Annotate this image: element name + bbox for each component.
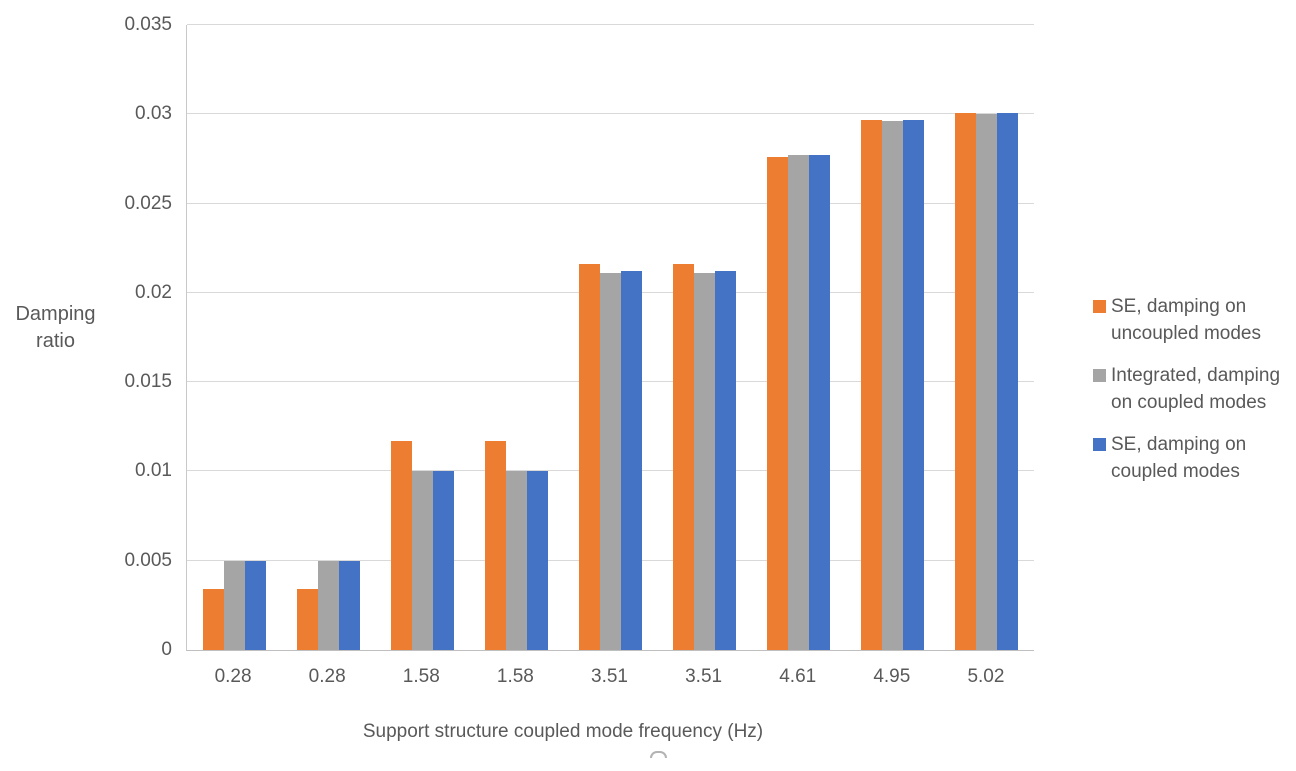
bar-series2-group8 xyxy=(882,121,904,650)
bar-series3-group8 xyxy=(903,119,925,650)
legend-entry-1: SE, damping on uncoupled modes xyxy=(1093,293,1293,347)
bar-group-3.51 xyxy=(658,25,752,650)
y-tick-label: 0 xyxy=(161,639,172,660)
bar-series1-group2 xyxy=(296,589,318,650)
legend-entry-3: SE, damping on coupled modes xyxy=(1093,431,1293,485)
bar-series3-group3 xyxy=(432,471,454,650)
bar-series1-group9 xyxy=(955,112,977,650)
bar-series3-group9 xyxy=(997,112,1019,650)
bar-series1-group4 xyxy=(484,441,506,650)
bar-series2-group2 xyxy=(317,560,339,650)
bar-series3-group5 xyxy=(620,271,642,650)
bar-series1-group8 xyxy=(861,119,883,650)
legend-swatch-icon xyxy=(1093,438,1106,451)
bar-group-0.28 xyxy=(281,25,375,650)
legend-label-line: SE, damping on xyxy=(1111,434,1247,455)
bar-series2-group9 xyxy=(976,114,998,650)
x-tick-label: 1.58 xyxy=(402,666,440,687)
y-tick-label: 0.03 xyxy=(135,103,172,125)
y-axis-title: Damping ratio xyxy=(15,303,96,352)
bar-series1-group6 xyxy=(673,264,695,650)
y-tick-label: 0.01 xyxy=(135,460,172,482)
legend-swatch-icon xyxy=(1093,369,1106,382)
bar-groups xyxy=(187,25,1034,650)
bar-series2-group1 xyxy=(223,560,245,650)
x-tick-label: 4.95 xyxy=(873,666,911,687)
gridline xyxy=(187,202,1034,204)
y-tick-label: 0.015 xyxy=(124,371,172,393)
bar-series1-group3 xyxy=(390,441,412,650)
x-tick-label: 1.58 xyxy=(496,666,534,687)
bar-series2-group4 xyxy=(505,471,527,650)
x-tick-label: 3.51 xyxy=(685,666,723,687)
x-tick-label: 3.51 xyxy=(591,666,628,687)
bar-group-4.95 xyxy=(846,25,940,650)
bar-group-0.28 xyxy=(187,25,281,650)
plot-area xyxy=(186,24,1034,651)
x-axis-ticks: 0.28 0.28 1.58 1.58 3.51 3.51 4.61 4.95 5.02 xyxy=(186,666,1033,688)
bar-group-1.58 xyxy=(469,25,563,650)
legend-entry-2: Integrated, damping on coupled modes xyxy=(1093,362,1293,416)
bar-series1-group1 xyxy=(202,589,224,650)
bar-group-4.61 xyxy=(752,25,846,650)
bar-group-5.02 xyxy=(940,25,1034,650)
bar-series2-group6 xyxy=(694,273,716,650)
x-tick-label: 0.28 xyxy=(308,666,346,687)
bar-series3-group2 xyxy=(338,560,360,650)
gridline xyxy=(187,24,1034,25)
bar-series2-group5 xyxy=(599,273,621,650)
y-tick-label: 0.025 xyxy=(124,192,172,214)
legend-label-line: uncoupled modes xyxy=(1111,323,1261,344)
y-tick-label: 0.02 xyxy=(135,281,172,303)
legend-label-line: Integrated, damping xyxy=(1111,365,1281,386)
bar-series1-group5 xyxy=(578,264,600,650)
x-tick-label: 0.28 xyxy=(214,666,252,687)
bar-series3-group1 xyxy=(244,560,266,650)
y-axis-ticks: 0 0.005 0.01 0.015 0.02 0.025 0.03 0.035 xyxy=(60,14,172,660)
bar-series3-group7 xyxy=(809,155,831,650)
bar-series3-group4 xyxy=(526,471,548,650)
legend-entry-label: SE, damping on coupled modes xyxy=(1111,431,1246,485)
bar-series2-group7 xyxy=(788,155,810,650)
cropped-partial-glyph xyxy=(650,751,667,758)
x-axis-title: Support structure coupled mode frequency… xyxy=(362,721,764,742)
legend-entry-label: Integrated, damping on coupled modes xyxy=(1111,362,1280,416)
legend-entry-label: SE, damping on uncoupled modes xyxy=(1111,293,1261,347)
y-tick-label: 0.005 xyxy=(124,549,172,571)
bar-group-3.51 xyxy=(563,25,657,650)
legend-swatch-icon xyxy=(1093,300,1106,313)
bar-series2-group3 xyxy=(411,471,433,650)
bar-group-1.58 xyxy=(375,25,469,650)
legend-label-line: coupled modes xyxy=(1111,461,1240,482)
legend-label-line: SE, damping on xyxy=(1111,296,1247,317)
bar-series3-group6 xyxy=(715,271,737,650)
gridline xyxy=(187,113,1034,115)
y-tick-label: 0.035 xyxy=(124,14,172,35)
chart-legend: SE, damping on uncoupled modes Integrated,… xyxy=(1093,293,1293,500)
x-tick-label: 4.61 xyxy=(779,666,817,687)
bar-series1-group7 xyxy=(767,157,789,650)
legend-label-line: on coupled modes xyxy=(1111,392,1267,413)
x-tick-label: 5.02 xyxy=(967,666,1005,687)
